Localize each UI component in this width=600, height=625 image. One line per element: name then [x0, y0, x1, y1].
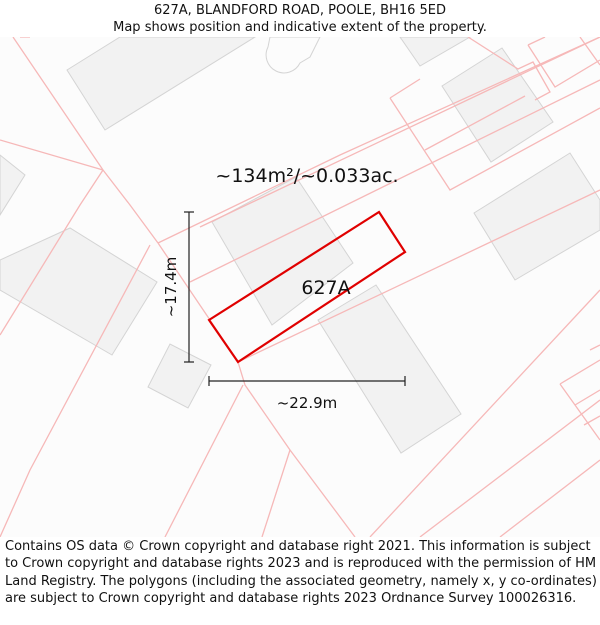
property-boundary[interactable] — [207, 210, 407, 364]
parcel-boundaries — [0, 37, 600, 537]
building — [399, 37, 471, 67]
map-subtitle: Map shows position and indicative extent… — [113, 20, 487, 35]
property-map[interactable]: ~134m²/~0.033ac. 627A ~22.9m ~17.4m — [0, 37, 600, 537]
building — [0, 227, 158, 356]
building — [441, 47, 554, 163]
height-label: ~17.4m — [162, 257, 180, 318]
building — [147, 343, 212, 409]
area-label: ~134m²/~0.033ac. — [215, 165, 398, 187]
width-label: ~22.9m — [277, 394, 338, 412]
building-roundel — [265, 37, 321, 74]
map-header: 627A, BLANDFORD ROAD, POOLE, BH16 5ED Ma… — [0, 0, 600, 39]
height-dimension — [184, 211, 194, 363]
attribution-footer: Contains OS data © Crown copyright and d… — [5, 539, 597, 607]
building — [0, 154, 26, 216]
width-dimension — [208, 376, 406, 386]
building — [66, 37, 256, 131]
property-address-title: 627A, BLANDFORD ROAD, POOLE, BH16 5ED — [153, 3, 447, 18]
building — [211, 176, 354, 326]
property-label: 627A — [301, 277, 350, 299]
building — [317, 284, 462, 454]
buildings — [0, 37, 600, 454]
building — [473, 152, 600, 281]
